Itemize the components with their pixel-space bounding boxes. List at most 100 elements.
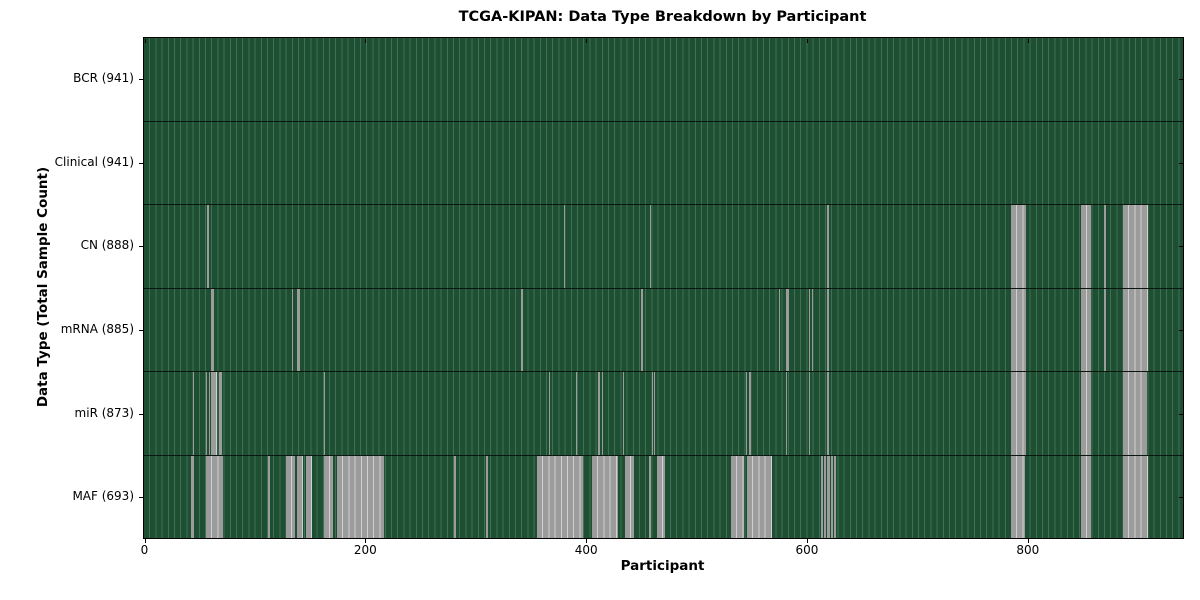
y-tick-right <box>1179 497 1183 499</box>
absent-block-mRNA <box>808 288 810 371</box>
x-tick-top <box>1027 38 1029 43</box>
absent-block-miR <box>785 372 787 455</box>
absent-block-miR <box>549 372 551 455</box>
y-tick-left <box>139 413 143 415</box>
absent-block-miR <box>651 372 653 455</box>
absent-block-mRNA <box>211 288 214 371</box>
row-CN <box>144 204 1183 288</box>
absent-block-mRNA <box>812 288 814 371</box>
y-tick-right <box>1179 78 1183 80</box>
absent-block-MAF <box>323 455 333 538</box>
absent-block-MAF <box>648 455 651 538</box>
y-tick-label-BCR: BCR (941) <box>73 70 134 85</box>
y-tick-label-mRNA: mRNA (885) <box>60 321 134 336</box>
y-tick-right <box>1179 413 1183 415</box>
absent-block-mRNA <box>640 288 644 371</box>
absent-block-MAF <box>486 455 489 538</box>
absent-block-miR <box>654 372 656 455</box>
absent-block-MAF <box>824 455 827 538</box>
absent-block-miR <box>597 372 600 455</box>
absent-block-MAF <box>592 455 618 538</box>
absent-block-miR <box>209 372 211 455</box>
absent-block-CN <box>1010 205 1027 288</box>
x-tick-top <box>806 38 808 43</box>
x-tick-label: 600 <box>795 543 819 557</box>
y-tick-right <box>1179 246 1183 248</box>
absent-block-MAF <box>820 455 824 538</box>
absent-block-MAF <box>830 455 833 538</box>
absent-block-MAF <box>454 455 457 538</box>
absent-block-miR <box>1123 372 1147 455</box>
absent-block-CN <box>1081 205 1092 288</box>
absent-block-MAF <box>834 455 837 538</box>
chart-title: TCGA-KIPAN: Data Type Breakdown by Parti… <box>458 9 867 25</box>
x-axis-label: Participant <box>620 558 705 574</box>
absent-block-mRNA <box>297 288 300 371</box>
x-tick-label: 200 <box>353 543 377 557</box>
y-tick-left <box>139 162 143 164</box>
absent-block-miR <box>205 372 207 455</box>
absent-block-MAF <box>537 455 584 538</box>
absent-block-CN <box>1123 205 1148 288</box>
absent-block-MAF <box>746 455 773 538</box>
row-Clinical <box>144 120 1183 204</box>
absent-block-miR <box>623 372 625 455</box>
absent-block-mRNA <box>1123 288 1148 371</box>
absent-block-mRNA <box>778 288 780 371</box>
absent-block-CN <box>206 205 210 288</box>
x-tick-top <box>365 38 367 43</box>
absent-block-miR <box>602 372 604 455</box>
absent-block-MAF <box>286 455 296 538</box>
absent-block-miR <box>749 372 752 455</box>
x-tick-label: 0 <box>140 543 149 557</box>
absent-block-CN <box>827 205 829 288</box>
y-tick-left <box>139 246 143 248</box>
absent-block-MAF <box>625 455 635 538</box>
plot-rows <box>144 38 1183 538</box>
row-BCR <box>144 38 1183 121</box>
y-tick-label-CN: CN (888) <box>80 238 134 253</box>
absent-block-CN <box>563 205 565 288</box>
absent-block-miR <box>808 372 810 455</box>
y-tick-label-Clinical: Clinical (941) <box>54 154 134 169</box>
y-tick-left <box>139 78 143 80</box>
plot-area: Present Absent <box>143 37 1184 539</box>
absent-block-mRNA <box>1103 288 1106 371</box>
absent-block-MAF <box>191 455 194 538</box>
x-tick-bottom <box>365 539 367 543</box>
y-tick-left <box>139 497 143 499</box>
absent-block-MAF <box>657 455 666 538</box>
y-tick-label-MAF: MAF (693) <box>72 489 134 504</box>
x-tick-top <box>144 38 146 43</box>
absent-block-MAF <box>827 455 830 538</box>
absent-block-MAF <box>267 455 270 538</box>
absent-block-mRNA <box>785 288 789 371</box>
absent-block-mRNA <box>1081 288 1092 371</box>
x-tick-top <box>586 38 588 43</box>
absent-block-miR <box>827 372 829 455</box>
y-tick-right <box>1179 329 1183 331</box>
absent-block-miR <box>1010 372 1027 455</box>
y-axis-label: Data Type (Total Sample Count) <box>35 166 51 408</box>
x-tick-bottom <box>586 539 588 543</box>
absent-block-MAF <box>337 455 384 538</box>
absent-block-miR <box>219 372 223 455</box>
x-tick-label: 800 <box>1016 543 1040 557</box>
absent-block-miR <box>575 372 577 455</box>
absent-block-MAF <box>306 455 312 538</box>
row-MAF <box>144 454 1183 538</box>
absent-block-MAF <box>731 455 744 538</box>
absent-block-mRNA <box>827 288 829 371</box>
absent-block-mRNA <box>1010 288 1027 371</box>
absent-block-mRNA <box>520 288 523 371</box>
y-tick-left <box>139 329 143 331</box>
x-tick-bottom <box>1027 539 1029 543</box>
absent-block-mRNA <box>291 288 294 371</box>
absent-block-CN <box>649 205 651 288</box>
absent-block-miR <box>211 372 217 455</box>
absent-block-miR <box>192 372 194 455</box>
row-mRNA <box>144 287 1183 371</box>
x-tick-bottom <box>806 539 808 543</box>
x-tick-label: 400 <box>574 543 598 557</box>
